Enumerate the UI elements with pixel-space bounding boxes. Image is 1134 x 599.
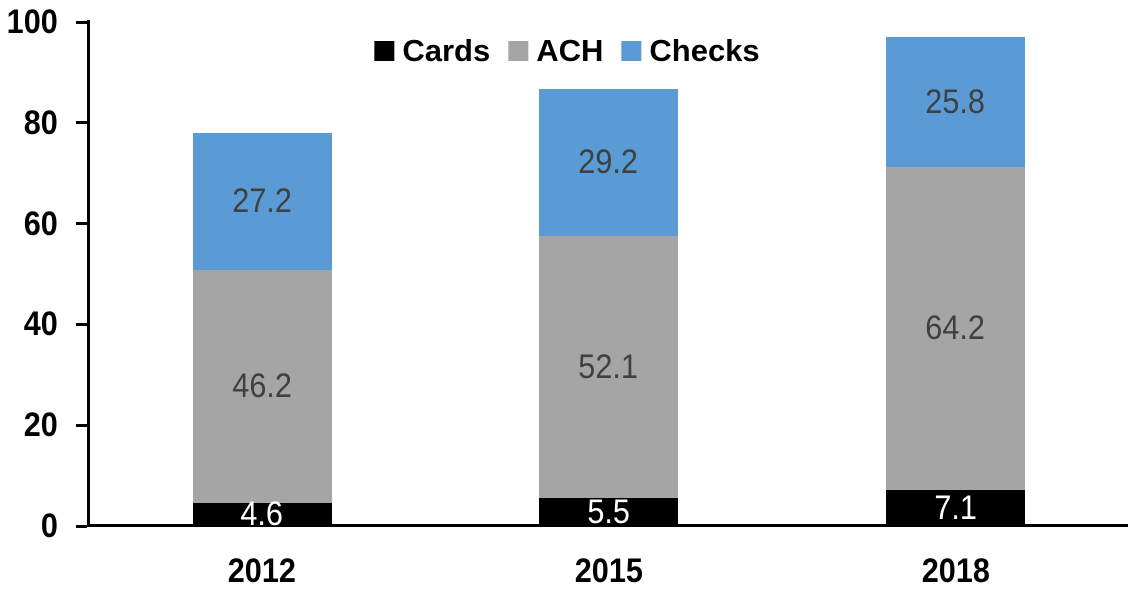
- y-axis-tick-20: [76, 423, 87, 427]
- bar-value-text: 46.2: [232, 367, 292, 406]
- x-axis-category-label-2018: 2018: [856, 551, 1056, 591]
- bar-value-text: 29.2: [578, 143, 639, 182]
- bar-segment-cards-2015: [539, 498, 678, 526]
- y-axis-line: [87, 20, 90, 527]
- bar-value-text: 27.2: [232, 182, 292, 221]
- tick-label-text: 100: [6, 3, 58, 41]
- legend-item-ach: ACH: [508, 33, 603, 69]
- y-axis-tick-0: [76, 524, 87, 528]
- bar-value-label-checks-2018: 25.8: [886, 82, 1025, 122]
- y-axis-tick-60: [76, 222, 87, 226]
- legend-square-icon: [508, 41, 529, 61]
- bar-value-text: 52.1: [578, 347, 639, 386]
- bar-value-label-cards-2018: 7.1: [886, 488, 1025, 528]
- bar-segment-checks-2018: [886, 36, 1025, 167]
- bar-segment-checks-2015: [539, 88, 678, 236]
- legend-label-checks: Checks: [649, 33, 760, 68]
- bar-segment-ach-2018: [886, 166, 1025, 491]
- tick-label-text: 40: [23, 305, 58, 344]
- bar-segment-cards-2018: [886, 490, 1025, 526]
- bar-value-label-checks-2012: 27.2: [193, 181, 332, 221]
- y-axis-tick-label-40: 40: [0, 304, 58, 344]
- bar-value-label-cards-2012: 4.6: [193, 494, 332, 534]
- bar-value-label-ach-2018: 64.2: [886, 308, 1025, 348]
- chart-legend: Cards ACH Checks: [374, 33, 760, 69]
- tick-label-text: 0: [40, 507, 58, 545]
- y-axis-tick-80: [76, 121, 87, 125]
- legend-label-cards: Cards: [402, 33, 491, 68]
- bar-value-text: 4.6: [240, 495, 284, 534]
- legend-square-icon: [374, 41, 395, 61]
- legend-label-ach: ACH: [536, 33, 604, 68]
- category-text: 2012: [227, 552, 297, 590]
- x-axis-category-label-2015: 2015: [509, 551, 709, 591]
- tick-label-text: 60: [23, 204, 58, 243]
- bar-value-label-ach-2015: 52.1: [539, 347, 678, 387]
- category-text: 2018: [921, 552, 990, 590]
- bar-value-label-checks-2015: 29.2: [539, 142, 678, 182]
- tick-label-text: 20: [23, 406, 58, 445]
- y-axis-tick-label-0: 0: [0, 506, 58, 546]
- bar-value-text: 25.8: [925, 82, 986, 121]
- x-axis-line: [87, 524, 1128, 527]
- bar-segment-checks-2012: [192, 132, 332, 270]
- tick-label-text: 80: [23, 103, 58, 142]
- bar-value-label-ach-2012: 46.2: [193, 366, 332, 406]
- y-axis-tick-label-20: 20: [0, 405, 58, 445]
- y-axis-tick-label-60: 60: [0, 204, 58, 244]
- bar-segment-ach-2012: [192, 269, 332, 503]
- bar-segment-ach-2015: [539, 235, 678, 499]
- y-axis-tick-100: [76, 20, 87, 24]
- bar-value-text: 5.5: [587, 493, 630, 532]
- legend-item-checks: Checks: [621, 33, 760, 69]
- x-axis-category-label-2012: 2012: [162, 551, 362, 591]
- bar-segment-cards-2012: [192, 502, 332, 526]
- y-axis-tick-40: [76, 322, 87, 326]
- y-axis-tick-label-80: 80: [0, 103, 58, 143]
- bar-value-text: 64.2: [925, 309, 986, 348]
- y-axis-tick-label-100: 100: [0, 2, 58, 42]
- legend-square-icon: [621, 41, 642, 61]
- bar-value-label-cards-2015: 5.5: [539, 492, 678, 532]
- legend-item-cards: Cards: [374, 33, 490, 69]
- bar-value-text: 7.1: [934, 489, 977, 528]
- category-text: 2015: [574, 552, 643, 590]
